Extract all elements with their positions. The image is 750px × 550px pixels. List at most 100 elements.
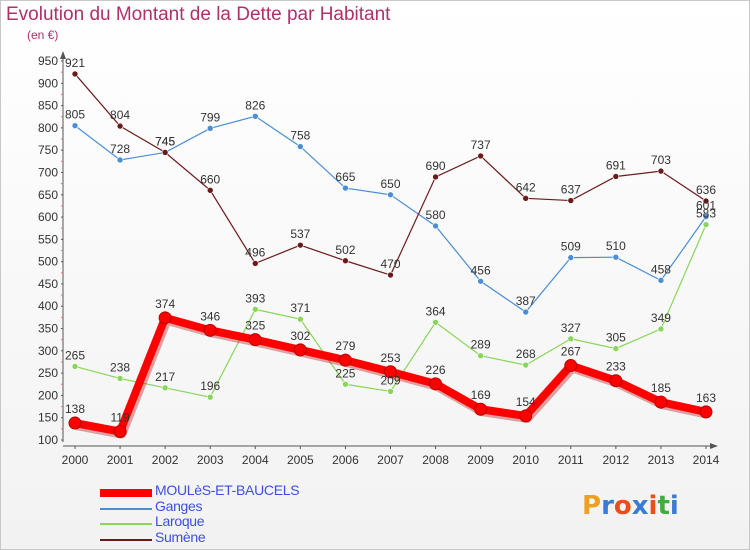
data-label: 302	[290, 329, 310, 343]
y-tick-label: 250	[38, 366, 58, 380]
data-label: 826	[245, 98, 265, 112]
legend-swatch	[100, 507, 152, 510]
y-tick-label: 550	[38, 232, 58, 246]
y-tick-label: 650	[38, 188, 58, 202]
data-point-ganges	[432, 222, 439, 230]
data-point-ganges	[71, 122, 79, 129]
y-tick-label: 350	[38, 322, 58, 336]
data-label: 163	[696, 391, 716, 405]
data-label: 169	[471, 388, 491, 402]
data-point-ganges	[522, 308, 530, 316]
data-point-sum-ne	[161, 149, 169, 156]
data-point-moul-s-et-baucels	[338, 353, 352, 367]
y-tick-label: 900	[38, 76, 58, 90]
data-point-moul-s-et-baucels	[68, 416, 82, 430]
y-tick-label: 150	[38, 411, 58, 425]
data-label: 325	[245, 319, 265, 333]
y-tick-label: 450	[38, 277, 58, 291]
data-label: 349	[651, 311, 671, 325]
data-label: 209	[380, 373, 400, 387]
data-label: 691	[606, 158, 626, 172]
data-label: 346	[200, 309, 220, 323]
data-point-sum-ne	[116, 122, 124, 130]
data-label: 745	[155, 134, 175, 148]
data-label: 660	[200, 172, 220, 186]
logo-letter: r	[601, 491, 614, 521]
x-tick-label: 2000	[62, 453, 89, 467]
data-point-moul-s-et-baucels	[384, 365, 397, 379]
data-label: 799	[200, 110, 220, 124]
x-tick-label: 2010	[512, 453, 539, 467]
data-point-sum-ne	[702, 197, 710, 205]
data-point-ganges	[206, 125, 214, 132]
data-label: 289	[471, 338, 491, 352]
chart-title: Evolution du Montant de la Dette par Hab…	[6, 4, 391, 25]
y-tick-label: 750	[38, 143, 58, 157]
x-tick-label: 2009	[467, 453, 494, 467]
data-point-laroque	[342, 380, 349, 388]
x-axis-arrow	[710, 443, 718, 449]
data-point-sum-ne	[657, 167, 665, 175]
data-point-moul-s-et-baucels	[293, 343, 307, 357]
data-point-moul-s-et-baucels	[113, 425, 127, 439]
y-tick-label: 300	[38, 344, 58, 358]
data-label: 758	[290, 129, 310, 143]
y-axis-arrow	[60, 51, 66, 59]
data-label: 458	[651, 262, 671, 276]
data-point-laroque	[702, 221, 710, 228]
y-tick-label: 850	[38, 99, 58, 113]
data-label: 703	[651, 153, 671, 167]
logo-letter: o	[613, 491, 632, 521]
data-point-laroque	[297, 315, 304, 323]
data-point-sum-ne	[206, 187, 214, 194]
data-label: 225	[335, 366, 355, 380]
data-label: 805	[65, 108, 85, 122]
data-point-ganges	[567, 254, 575, 261]
data-point-moul-s-et-baucels	[248, 333, 262, 347]
data-point-laroque	[387, 388, 394, 395]
data-label: 217	[155, 370, 175, 384]
data-point-laroque	[612, 345, 620, 352]
x-tick-label: 2008	[422, 453, 449, 467]
data-label: 196	[200, 379, 220, 393]
data-point-sum-ne	[612, 173, 620, 180]
data-label: 583	[696, 207, 716, 221]
data-label: 393	[245, 291, 265, 305]
data-point-moul-s-et-baucels	[609, 374, 623, 388]
y-tick-label: 800	[38, 121, 58, 135]
y-tick-label: 200	[38, 388, 58, 402]
data-label: 728	[110, 142, 130, 156]
data-label: 601	[696, 199, 716, 213]
data-label: 279	[335, 339, 355, 353]
logo-letter: t	[657, 491, 670, 521]
y-tick-label: 100	[38, 433, 58, 447]
data-label: 185	[651, 381, 671, 395]
data-point-ganges	[657, 277, 665, 284]
data-point-laroque	[71, 363, 79, 370]
data-label: 509	[561, 240, 581, 254]
data-point-ganges	[702, 213, 710, 220]
data-label: 745	[155, 134, 175, 148]
data-point-laroque	[251, 306, 259, 313]
data-point-laroque	[116, 375, 124, 382]
x-tick-label: 2011	[558, 453, 584, 467]
proxiti-logo: Proxiti	[582, 491, 679, 521]
legend-label: Sumène	[155, 528, 206, 545]
y-tick-label: 400	[38, 299, 58, 313]
data-label: 226	[426, 363, 446, 377]
data-point-ganges	[251, 112, 259, 120]
data-label: 650	[380, 177, 400, 191]
data-point-moul-s-et-baucels	[519, 409, 533, 423]
data-point-ganges	[342, 184, 349, 192]
legend-swatch	[100, 523, 152, 525]
y-tick-label: 500	[38, 255, 58, 269]
data-label: 327	[561, 321, 581, 335]
logo-letter: P	[582, 491, 602, 521]
data-label: 637	[561, 183, 581, 197]
data-point-laroque	[206, 393, 214, 401]
data-label: 456	[471, 263, 491, 277]
unit-label: (en €)	[27, 28, 59, 42]
data-label: 138	[65, 402, 85, 416]
data-point-sum-ne	[342, 257, 349, 265]
